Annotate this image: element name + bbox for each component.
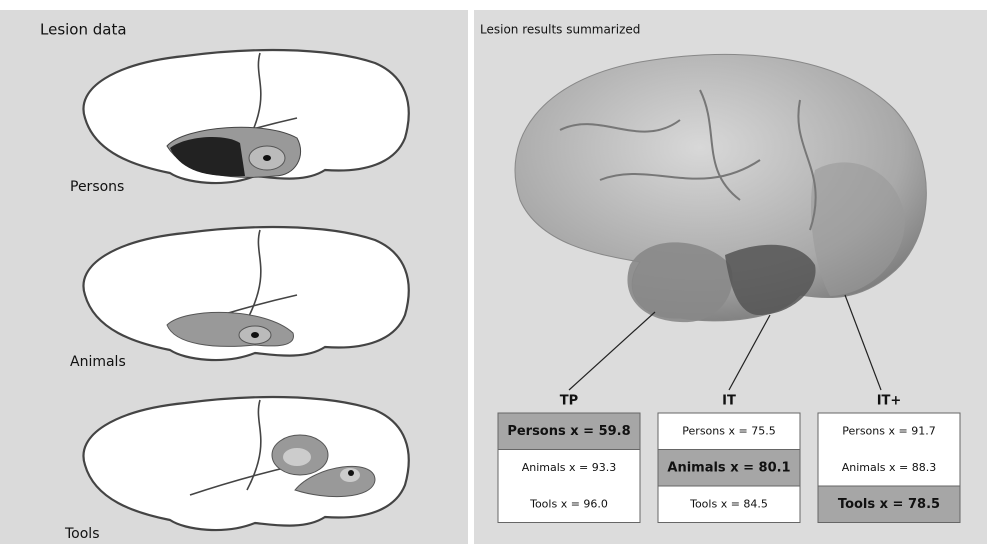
left-title: Lesion data	[40, 21, 127, 39]
pointer-line	[844, 294, 882, 391]
highlight-row	[657, 449, 801, 487]
region-row: Persons x = 59.8	[507, 424, 630, 439]
brain-label: Tools	[64, 526, 100, 542]
pointer-line	[568, 311, 656, 391]
region-row: Tools x = 84.5	[689, 497, 768, 510]
highlight-row	[817, 485, 961, 523]
brain-label: Animals	[70, 354, 126, 370]
brain-label: Persons	[70, 179, 124, 195]
region-row: Persons x = 75.5	[682, 424, 775, 437]
region-row: Animals x = 80.1	[667, 460, 790, 475]
brain-3d	[514, 53, 927, 323]
right-title: Lesion results summarized	[480, 23, 640, 37]
region-row: Tools x = 78.5	[838, 497, 940, 512]
pointer-line	[728, 314, 771, 391]
brain-tools	[82, 395, 410, 532]
region-row: Tools x = 96.0	[529, 497, 608, 510]
region-row: Animals x = 88.3	[842, 461, 937, 474]
region-row: Animals x = 93.3	[522, 461, 617, 474]
region-label: IT	[722, 394, 736, 409]
region-row: Persons x = 91.7	[842, 424, 935, 437]
brain-animals	[82, 225, 410, 362]
highlight-row	[497, 412, 641, 450]
region-label: IT+	[877, 394, 902, 409]
brain-persons	[82, 48, 410, 185]
region-label: TP	[560, 394, 578, 409]
